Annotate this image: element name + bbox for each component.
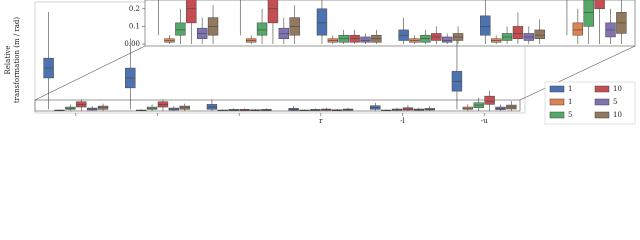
legend-label: 10 xyxy=(613,111,622,119)
legend-label: 5 xyxy=(613,98,617,106)
box xyxy=(360,36,371,43)
box xyxy=(512,26,524,39)
inset xyxy=(158,0,627,44)
box xyxy=(175,22,186,36)
box xyxy=(480,15,491,36)
box xyxy=(572,22,584,36)
zoom-connector xyxy=(519,45,636,101)
legend-swatch xyxy=(549,85,565,93)
legend-swatch xyxy=(549,111,565,119)
box xyxy=(441,36,453,43)
legend-swatch xyxy=(594,111,610,119)
legend-label: 1 xyxy=(568,85,572,93)
box xyxy=(594,0,605,10)
legend-label: 1 xyxy=(568,98,572,106)
inset-frame xyxy=(144,0,636,47)
box xyxy=(316,8,328,36)
legend-label: 5 xyxy=(568,111,572,119)
box xyxy=(534,29,545,39)
legend-swatch xyxy=(594,85,610,93)
zoom-connector xyxy=(34,45,146,101)
y-axis-label: Relative xyxy=(4,46,12,75)
inset-y-tick-label: 0.00 xyxy=(124,40,140,48)
legend-swatch xyxy=(549,98,565,106)
box xyxy=(186,0,197,24)
x-tick-label: -u xyxy=(481,117,488,125)
inset-y-tick-label: 0.1 xyxy=(129,22,140,30)
x-tick-label: r xyxy=(319,117,323,125)
inset-y-tick-label: 0.2 xyxy=(129,5,140,13)
box xyxy=(256,22,268,36)
box xyxy=(583,0,594,27)
legend-label: 10 xyxy=(613,85,622,93)
chart: Relative transformation (m / rad) r -l -u 0… xyxy=(4,0,636,125)
box xyxy=(484,95,495,105)
x-tick-label: -l xyxy=(400,117,405,125)
y-axis-label: transformation (m / rad) xyxy=(13,17,21,104)
box xyxy=(267,0,279,24)
zoom-region xyxy=(34,99,521,112)
legend-swatch xyxy=(594,98,610,106)
